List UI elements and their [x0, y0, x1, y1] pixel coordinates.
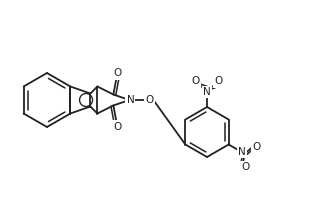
Text: O: O [113, 121, 121, 131]
Text: N: N [126, 95, 134, 105]
Text: O: O [241, 162, 249, 172]
Text: O: O [192, 76, 200, 87]
Text: N: N [203, 87, 211, 97]
Text: O: O [145, 95, 153, 105]
Text: N: N [238, 147, 245, 157]
Text: O: O [252, 142, 261, 152]
Text: O: O [113, 69, 121, 79]
Text: O: O [214, 76, 223, 87]
